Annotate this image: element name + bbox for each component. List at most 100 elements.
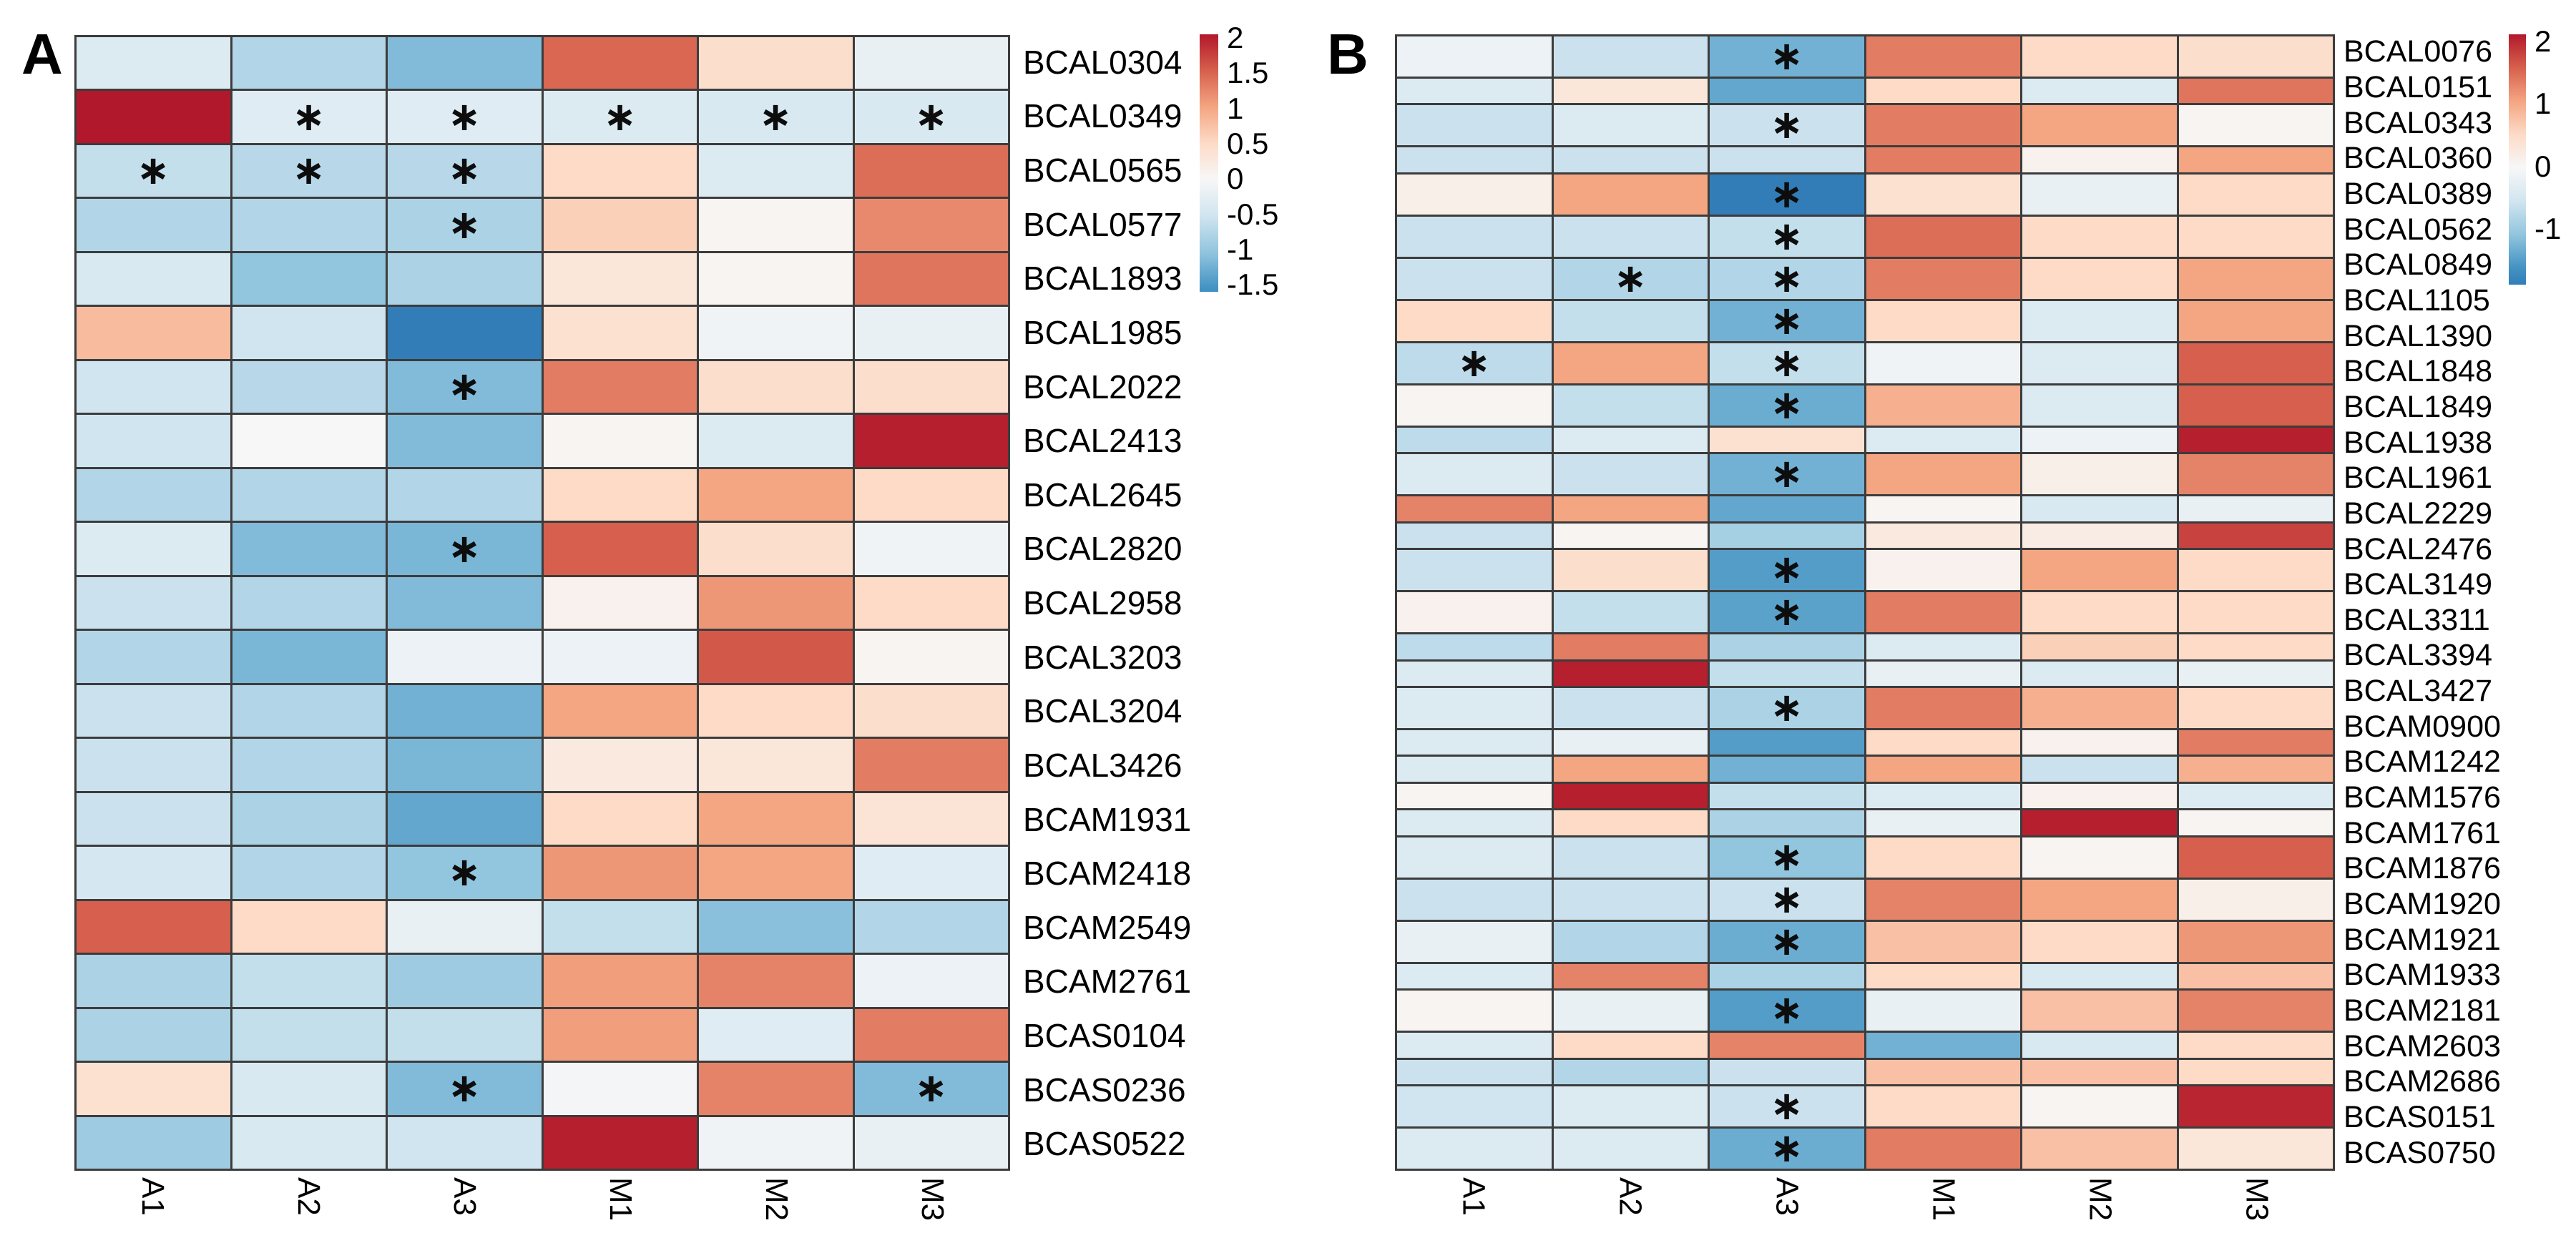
- heatmap-cell: [699, 199, 853, 251]
- row-label: BCAM2761: [1023, 963, 1192, 1001]
- row-label: BCAM2603: [2344, 1028, 2501, 1063]
- heatmap-cell: [1866, 729, 2020, 755]
- heatmap-cell: [543, 955, 697, 1007]
- significance-asterisk: ∗: [1770, 589, 1804, 636]
- heatmap-cell: [699, 360, 853, 413]
- heatmap-cell: ∗: [1710, 550, 1864, 591]
- heatmap-cell: [1866, 592, 2020, 633]
- heatmap-cell: [1397, 879, 1552, 920]
- heatmap-cell: [854, 739, 1008, 791]
- heatmap-cell: [2022, 783, 2177, 809]
- heatmap-cell: [699, 955, 853, 1007]
- row-label: BCAM1931: [1023, 800, 1192, 838]
- heatmap-cell: [2022, 300, 2177, 341]
- heatmap-cell: [2022, 1128, 2177, 1169]
- heatmap-cell: [77, 1008, 230, 1061]
- heatmap-cell: [699, 37, 853, 89]
- significance-asterisk: ∗: [292, 147, 326, 195]
- heatmap-cell: [1866, 1033, 2020, 1058]
- heatmap-cell: [1397, 300, 1552, 341]
- heatmap-cell: [854, 900, 1008, 953]
- heatmap-cell: [854, 523, 1008, 575]
- row-label: BCAM2418: [1023, 855, 1192, 893]
- heatmap-cell: [1553, 661, 1708, 686]
- col-labels-a: A1 A2 A3 M1 M2 M3: [74, 1177, 1010, 1238]
- row-label: BCAL3426: [1023, 746, 1182, 784]
- heatmap-cell: [2178, 837, 2333, 878]
- heatmap-cell: [2022, 1033, 2177, 1058]
- heatmap-cell: [1397, 634, 1552, 659]
- row-label: BCAL0849: [2344, 247, 2492, 283]
- heatmap-cell: [2178, 634, 2333, 659]
- heatmap-cell: [232, 523, 386, 575]
- heatmap-cell: [1866, 879, 2020, 920]
- heatmap-cell: [77, 468, 230, 521]
- heatmap-cell: [1397, 1033, 1552, 1058]
- heatmap-cell: ∗: [854, 91, 1008, 143]
- heatmap-cell: [543, 199, 697, 251]
- col-label: A2: [1612, 1177, 1648, 1216]
- heatmap-grid-b: ∗ ∗ ∗ ∗ ∗ ∗ ∗ ∗ ∗ ∗ ∗ ∗ ∗ ∗ ∗ ∗ ∗ ∗ ∗ ∗: [1395, 34, 2335, 1171]
- heatmap-cell: [1397, 385, 1552, 426]
- col-label: A3: [1769, 1177, 1805, 1216]
- heatmap-cell: ∗: [1710, 879, 1864, 920]
- significance-asterisk: ∗: [1770, 339, 1804, 386]
- row-label: BCAL2820: [1023, 530, 1182, 568]
- heatmap-cell: [2022, 634, 2177, 659]
- heatmap-cell: ∗: [1710, 385, 1864, 426]
- row-label: BCAL0565: [1023, 152, 1182, 190]
- heatmap-cell: ∗: [1710, 837, 1864, 878]
- col-label: A1: [1456, 1177, 1492, 1216]
- heatmap-cell: [699, 252, 853, 305]
- heatmap-cell: [854, 144, 1008, 197]
- row-label: BCAS0750: [2344, 1135, 2496, 1170]
- heatmap-cell: [1553, 810, 1708, 835]
- legend-tick-label: 2: [1227, 21, 1244, 54]
- significance-asterisk: ∗: [914, 93, 949, 140]
- legend-tick-label: -1: [2535, 211, 2562, 245]
- heatmap-cell: ∗: [77, 144, 230, 197]
- row-label: BCAM2686: [2344, 1064, 2501, 1099]
- heatmap-cell: ∗: [1710, 687, 1864, 728]
- heatmap-cell: [1397, 757, 1552, 782]
- heatmap-cell: [1553, 879, 1708, 920]
- heatmap-cell: [1866, 963, 2020, 989]
- heatmap-cell: [77, 739, 230, 791]
- heatmap-cell: [854, 847, 1008, 899]
- heatmap-cell: [1553, 687, 1708, 728]
- heatmap-cell: [1866, 216, 2020, 257]
- row-label: BCAM1876: [2344, 851, 2501, 886]
- heatmap-cell: [854, 576, 1008, 629]
- heatmap-cell: [2022, 105, 2177, 146]
- heatmap-cell: [1397, 661, 1552, 686]
- heatmap-cell: [1710, 661, 1864, 686]
- heatmap-cell: [2178, 963, 2333, 989]
- heatmap-cell: [1710, 1033, 1864, 1058]
- heatmap-cell: [232, 307, 386, 359]
- heatmap-cell: ∗: [388, 91, 542, 143]
- heatmap-cell: [77, 792, 230, 845]
- heatmap-cell: [854, 955, 1008, 1007]
- row-label: BCAL3204: [1023, 692, 1182, 730]
- heatmap-cell: [2022, 592, 2177, 633]
- heatmap-cell: [2178, 757, 2333, 782]
- row-label: BCAL0349: [1023, 97, 1182, 135]
- heatmap-cell: [2178, 1128, 2333, 1169]
- heatmap-cell: [699, 415, 853, 467]
- heatmap-cell: [77, 37, 230, 89]
- heatmap-cell: [388, 955, 542, 1007]
- heatmap-cell: [2022, 661, 2177, 686]
- heatmap-cell: [2178, 783, 2333, 809]
- heatmap-cell: [1710, 1059, 1864, 1084]
- heatmap-cell: [1866, 258, 2020, 299]
- heatmap-cell: [2178, 661, 2333, 686]
- heatmap-cell: [2022, 991, 2177, 1031]
- heatmap-cell: [388, 900, 542, 953]
- heatmap-cell: [232, 739, 386, 791]
- row-label: BCAL0389: [2344, 176, 2492, 211]
- heatmap-cell: [1397, 592, 1552, 633]
- heatmap-cell: [2178, 496, 2333, 521]
- heatmap-cell: [1553, 783, 1708, 809]
- row-label: BCAL1961: [2344, 461, 2492, 496]
